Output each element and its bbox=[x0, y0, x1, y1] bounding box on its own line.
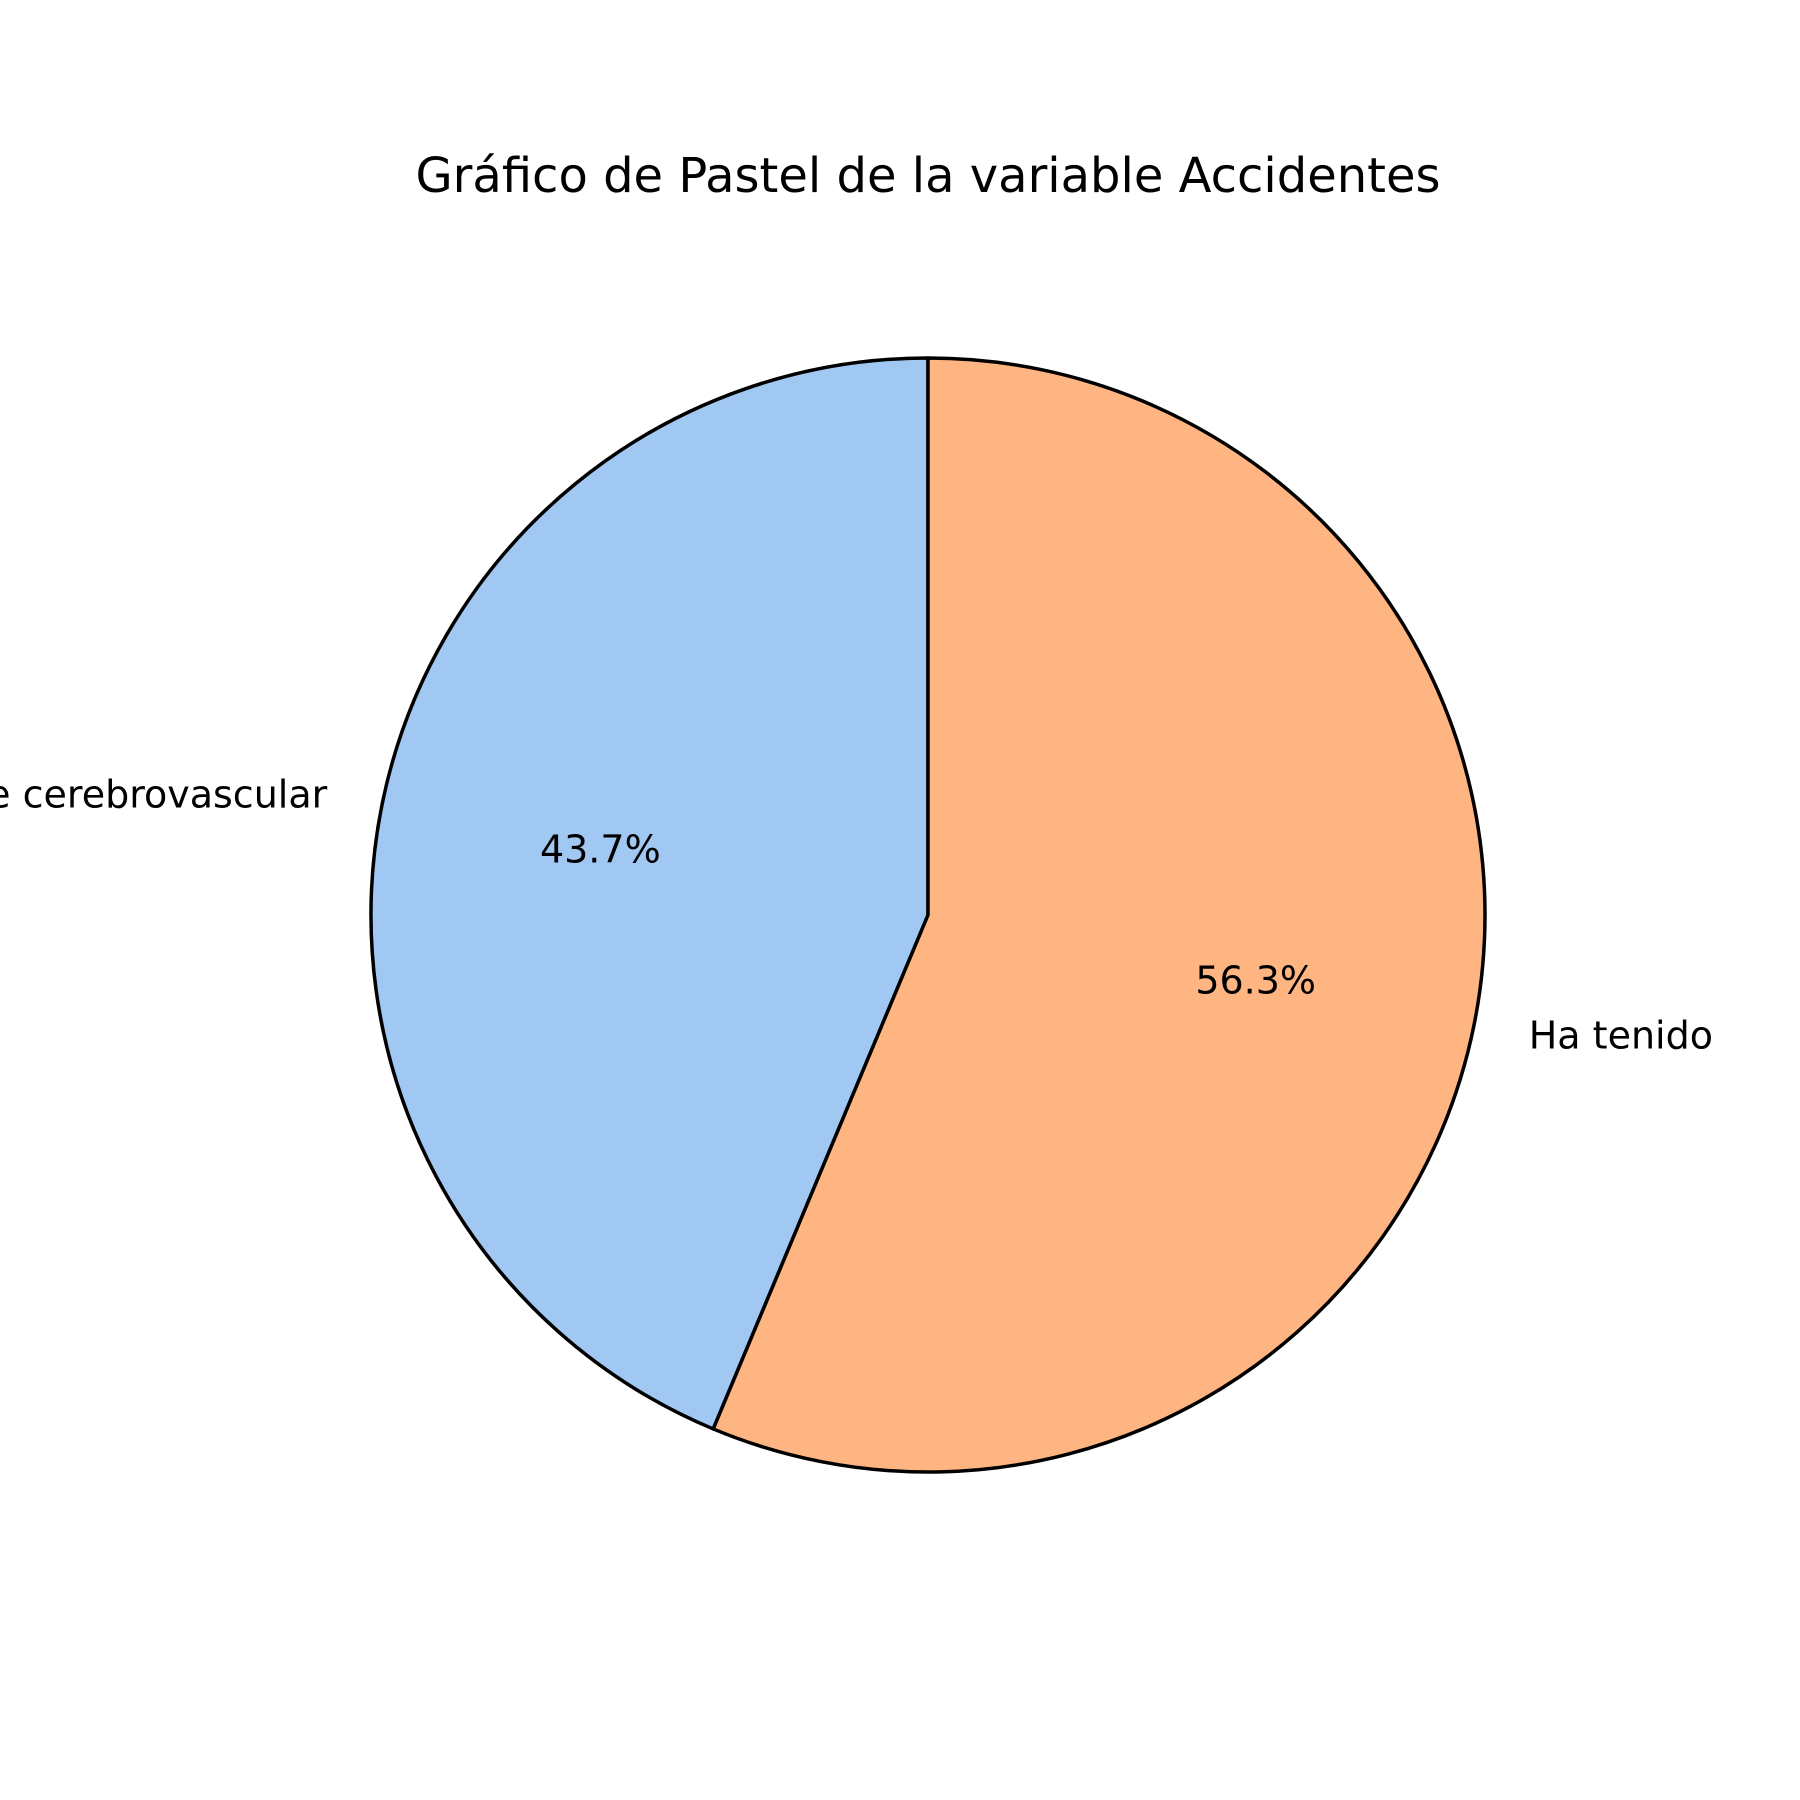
pct-label-1: 56.3% bbox=[1195, 959, 1316, 1003]
pie-slices bbox=[369, 356, 1487, 1474]
slice-label-0: No ha tenido accidente cerebrovascular bbox=[0, 773, 328, 817]
chart-title: Gráfico de Pastel de la variable Acciden… bbox=[415, 148, 1440, 204]
pct-label-0: 43.7% bbox=[540, 827, 661, 871]
slice-label-1: Ha tenido bbox=[1529, 1013, 1713, 1057]
pie-slice-0 bbox=[369, 356, 930, 1431]
pie-labels: 43.7% No ha tenido accidente cerebrovascu… bbox=[0, 773, 1713, 1058]
pie-slice-1 bbox=[711, 356, 1487, 1474]
